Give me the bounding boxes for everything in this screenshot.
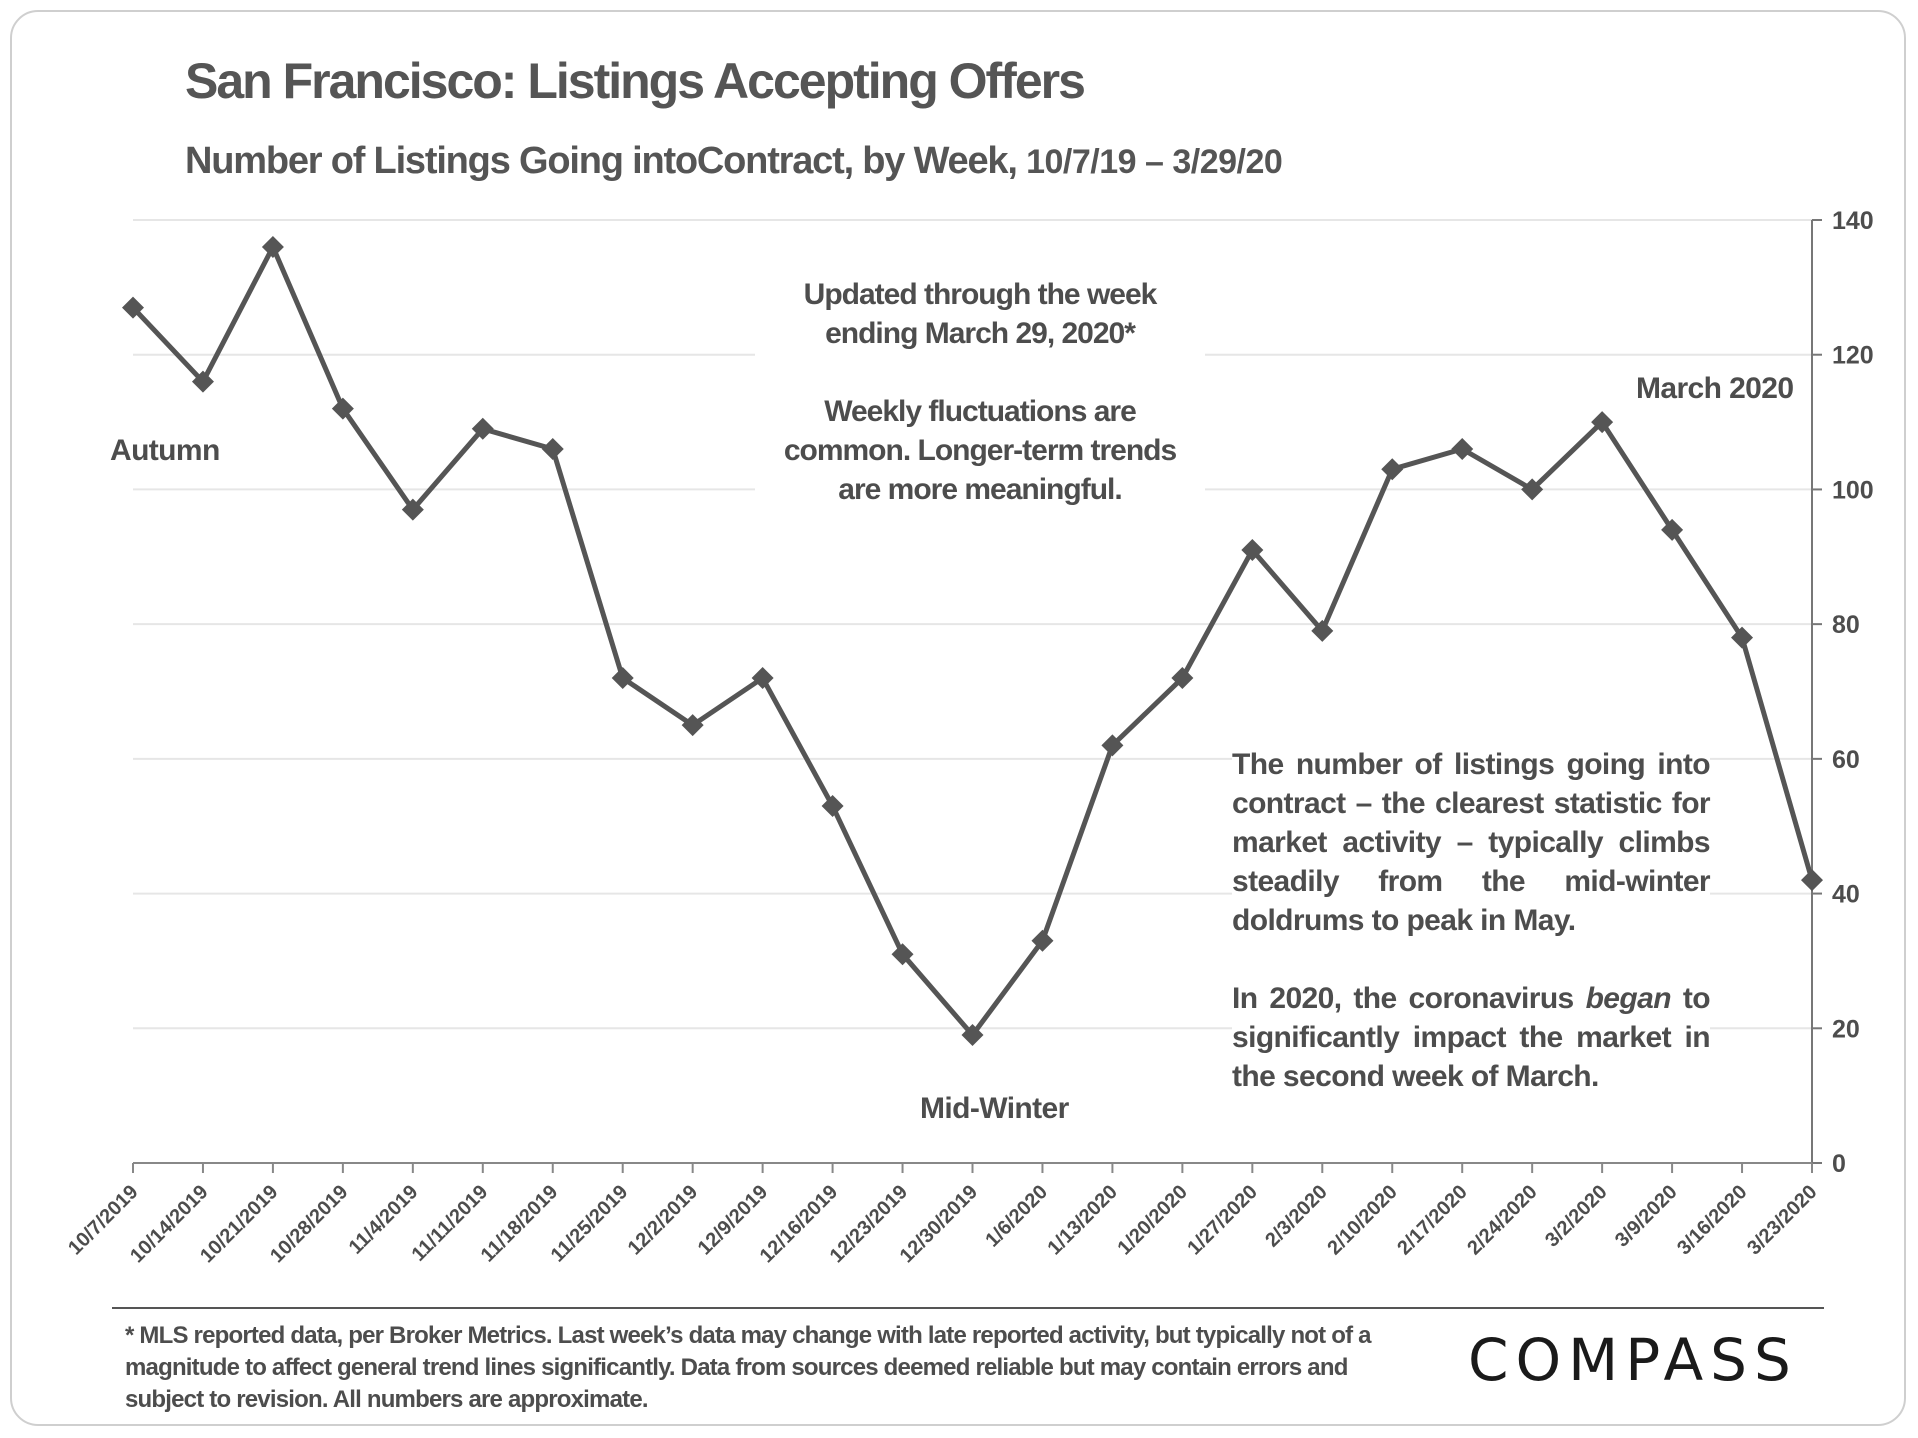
data-point-marker: [1381, 458, 1404, 481]
x-tick-label: 1/13/2020: [1043, 1181, 1121, 1259]
data-point-marker: [1171, 667, 1194, 690]
y-tick-label: 140: [1832, 207, 1874, 235]
context-paragraph-2: In 2020, the coronavirus began to signif…: [1232, 979, 1711, 1096]
data-point-marker: [1521, 478, 1544, 501]
chart-title: San Francisco: Listings Accepting Offers: [185, 53, 1086, 109]
data-point-marker: [541, 438, 564, 461]
context-p2-after: to significantly impact the market in th…: [1232, 982, 1711, 1093]
footnote: * MLS reported data, per Broker Metrics.…: [125, 1322, 1372, 1413]
data-point-marker: [1101, 734, 1124, 757]
fluctuation-note-line2: common. Longer-term trends: [783, 434, 1177, 467]
y-tick-label: 80: [1832, 611, 1860, 639]
line-chart: 0 20 40 60 80 100 120 140 10/7/201910/14/201910…: [64, 207, 1874, 1267]
y-tick-label: 40: [1832, 881, 1860, 909]
data-point-marker: [1801, 869, 1823, 892]
update-note-line2: ending March 29, 2020*: [825, 317, 1136, 350]
context-paragraph-1: The number of listings going into contra…: [1232, 748, 1711, 937]
data-point-marker: [1731, 626, 1754, 649]
chart-card: [10, 10, 1906, 1426]
x-tick-label: 3/2/2020: [1541, 1181, 1612, 1252]
fluctuation-note-line1: Weekly fluctuations are: [824, 395, 1137, 428]
update-note: Updated through the week ending March 29…: [755, 275, 1205, 509]
data-point-marker: [961, 1024, 984, 1047]
x-tick-label: 1/27/2020: [1183, 1181, 1261, 1259]
update-note-line1: Updated through the week: [803, 278, 1158, 311]
footer-divider: [112, 1307, 1824, 1309]
y-tick-label: 120: [1832, 342, 1874, 370]
data-point-marker: [122, 296, 144, 319]
x-tick-label: 2/10/2020: [1323, 1181, 1401, 1259]
x-tick-label: 3/9/2020: [1611, 1181, 1682, 1252]
data-point-marker: [471, 417, 494, 440]
data-point-marker: [821, 795, 844, 818]
y-tick-label: 60: [1832, 746, 1860, 774]
chart-subtitle: Number of Listings Going intoContract, b…: [185, 140, 1283, 183]
data-point-marker: [1241, 539, 1264, 562]
data-point-marker: [261, 235, 284, 258]
compass-logo: COMPASS: [1468, 1326, 1798, 1394]
x-tick-label: 1/20/2020: [1113, 1181, 1191, 1259]
data-point-marker: [1031, 929, 1054, 952]
data-markers: [122, 235, 1823, 1047]
x-tick-label: 12/2/2019: [624, 1181, 702, 1259]
data-point-marker: [1451, 438, 1474, 461]
subtitle-main: Number of Listings Going intoContract, b…: [185, 140, 1018, 182]
data-point-marker: [1311, 619, 1334, 642]
subtitle-dates: 10/7/19 – 3/29/20: [1026, 143, 1283, 181]
y-tick-labels: 0 20 40 60 80 100 120 140: [1832, 207, 1874, 1178]
x-tick-label: 3/23/2020: [1743, 1181, 1821, 1259]
autumn-annotation: Autumn: [110, 434, 220, 467]
context-note: The number of listings going into contra…: [1232, 745, 1711, 1135]
data-point-marker: [401, 498, 424, 521]
context-p2-before: In 2020, the coronavirus: [1232, 982, 1586, 1015]
x-tick-label: 1/6/2020: [981, 1181, 1052, 1252]
data-point-marker: [681, 714, 704, 737]
axes: [132, 219, 1822, 1173]
data-point-marker: [1591, 411, 1614, 434]
x-tick-label: 3/16/2020: [1673, 1181, 1751, 1259]
data-point-marker: [611, 667, 634, 690]
midwinter-annotation: Mid-Winter: [920, 1092, 1069, 1125]
x-tick-label: 2/3/2020: [1261, 1181, 1332, 1252]
march-annotation: March 2020: [1636, 372, 1794, 405]
data-point-marker: [191, 370, 214, 393]
data-point-marker: [331, 397, 354, 420]
y-tick-label: 20: [1832, 1015, 1860, 1043]
y-tick-label: 100: [1832, 476, 1874, 504]
context-p2-emphasis: began: [1585, 982, 1672, 1015]
fluctuation-note-line3: are more meaningful.: [838, 473, 1122, 506]
data-point-marker: [751, 667, 774, 690]
y-tick-label: 0: [1832, 1150, 1846, 1178]
data-point-marker: [1661, 518, 1684, 541]
x-tick-label: 2/17/2020: [1393, 1181, 1471, 1259]
data-point-marker: [891, 943, 914, 966]
x-tick-label: 2/24/2020: [1463, 1181, 1541, 1259]
x-tick-labels: 10/7/201910/14/201910/21/201910/28/20191…: [64, 1181, 1821, 1267]
